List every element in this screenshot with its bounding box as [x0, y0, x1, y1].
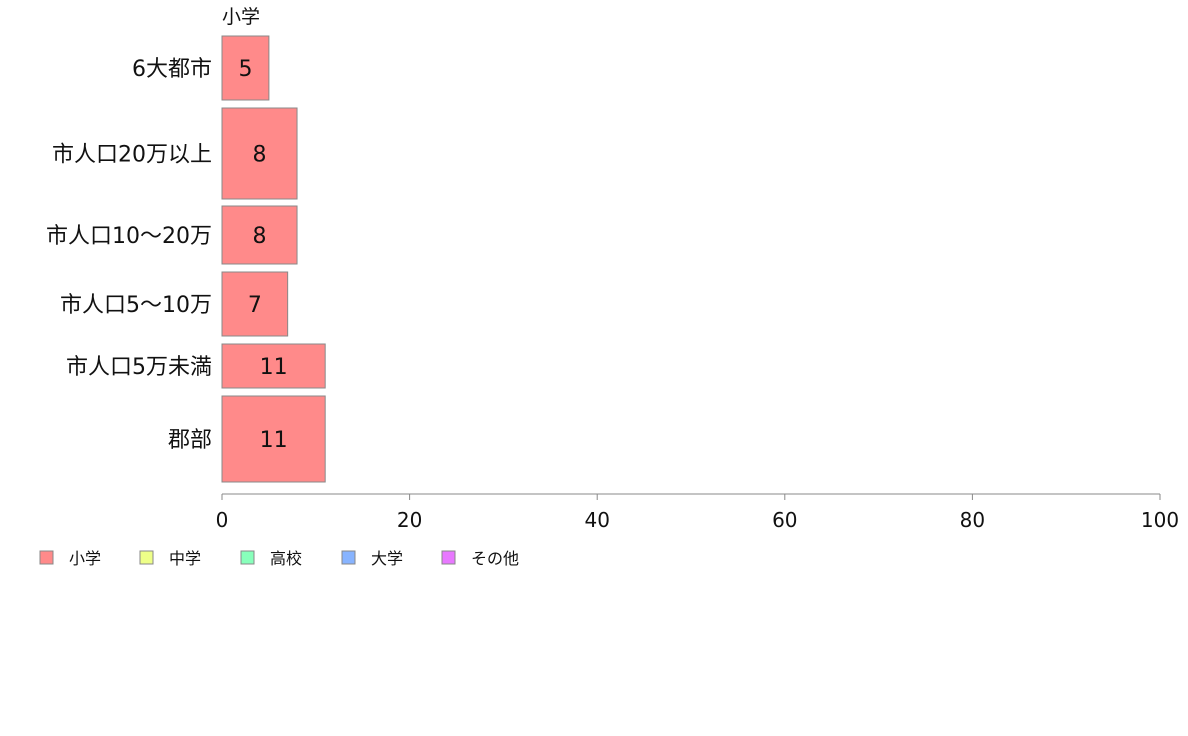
bars: 5 8 8 7 11 11 — [221, 35, 326, 483]
legend-swatch — [39, 550, 54, 565]
bar — [221, 35, 270, 101]
bar — [221, 343, 326, 389]
x-tick-label: 40 — [584, 508, 609, 532]
x-axis: 0 20 40 60 80 100 — [216, 493, 1179, 532]
bar-value-label: 11 — [260, 428, 288, 453]
category-label: 市人口20万以上 — [52, 143, 212, 168]
bar-value-label: 7 — [248, 293, 262, 318]
category-label: 市人口5万未満 — [66, 355, 212, 380]
legend-swatch — [341, 550, 356, 565]
legend-label: 中学 — [169, 549, 201, 568]
bar — [221, 107, 298, 200]
bar — [221, 395, 326, 483]
legend-label: 小学 — [69, 549, 101, 568]
bar-value-label: 8 — [253, 143, 267, 168]
bar-value-label: 11 — [260, 355, 288, 380]
legend-label: その他 — [471, 549, 519, 568]
legend-label: 高校 — [270, 549, 302, 568]
x-tick-label: 0 — [216, 508, 229, 532]
x-tick-label: 60 — [772, 508, 797, 532]
x-tick-label: 80 — [960, 508, 985, 532]
x-tick-label: 20 — [397, 508, 422, 532]
bar — [221, 205, 298, 265]
category-label: 市人口10～20万 — [46, 224, 212, 249]
legend-swatch — [240, 550, 255, 565]
category-label: 市人口5～10万 — [60, 293, 212, 318]
category-label: 郡部 — [168, 428, 212, 453]
legend-swatch — [139, 550, 154, 565]
bar-value-label: 5 — [238, 57, 252, 82]
legend: 小学 中学 高校 大学 その他 — [39, 549, 519, 568]
legend-swatch — [441, 550, 456, 565]
bar-value-label: 8 — [253, 224, 267, 249]
bar — [221, 271, 289, 337]
series-header: 小学 — [222, 6, 260, 28]
legend-label: 大学 — [371, 549, 403, 568]
category-label: 6大都市 — [132, 57, 212, 82]
x-tick-label: 100 — [1141, 508, 1179, 532]
